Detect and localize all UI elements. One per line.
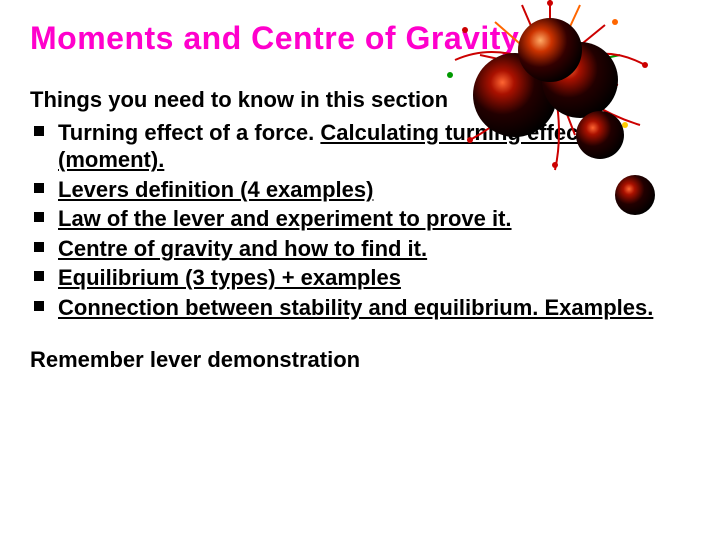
bullet-list: Turning effect of a force. Calculating t…: [30, 119, 690, 322]
bullet-icon: [34, 301, 44, 311]
list-item-text: Law of the lever and experiment to prove…: [58, 205, 512, 233]
list-item: Law of the lever and experiment to prove…: [30, 205, 690, 233]
list-item: Turning effect of a force. Calculating t…: [30, 119, 690, 174]
footer-note: Remember lever demonstration: [30, 347, 690, 373]
list-item: Connection between stability and equilib…: [30, 294, 690, 322]
list-item-text: Levers definition (4 examples): [58, 176, 373, 204]
list-item: Equilibrium (3 types) + examples: [30, 264, 690, 292]
bullet-icon: [34, 271, 44, 281]
list-item-text: Equilibrium (3 types) + examples: [58, 264, 401, 292]
section-subtitle: Things you need to know in this section: [30, 87, 690, 113]
list-item: Centre of gravity and how to find it.: [30, 235, 690, 263]
list-item-text: Turning effect of a force. Calculating t…: [58, 119, 690, 174]
list-item-text: Centre of gravity and how to find it.: [58, 235, 427, 263]
bullet-icon: [34, 126, 44, 136]
bullet-icon: [34, 212, 44, 222]
bullet-icon: [34, 183, 44, 193]
list-item: Levers definition (4 examples): [30, 176, 690, 204]
page-title: Moments and Centre of Gravity: [30, 20, 690, 57]
list-item-text: Connection between stability and equilib…: [58, 294, 653, 322]
slide: Moments and Centre of Gravity Things you…: [0, 0, 720, 540]
bullet-icon: [34, 242, 44, 252]
